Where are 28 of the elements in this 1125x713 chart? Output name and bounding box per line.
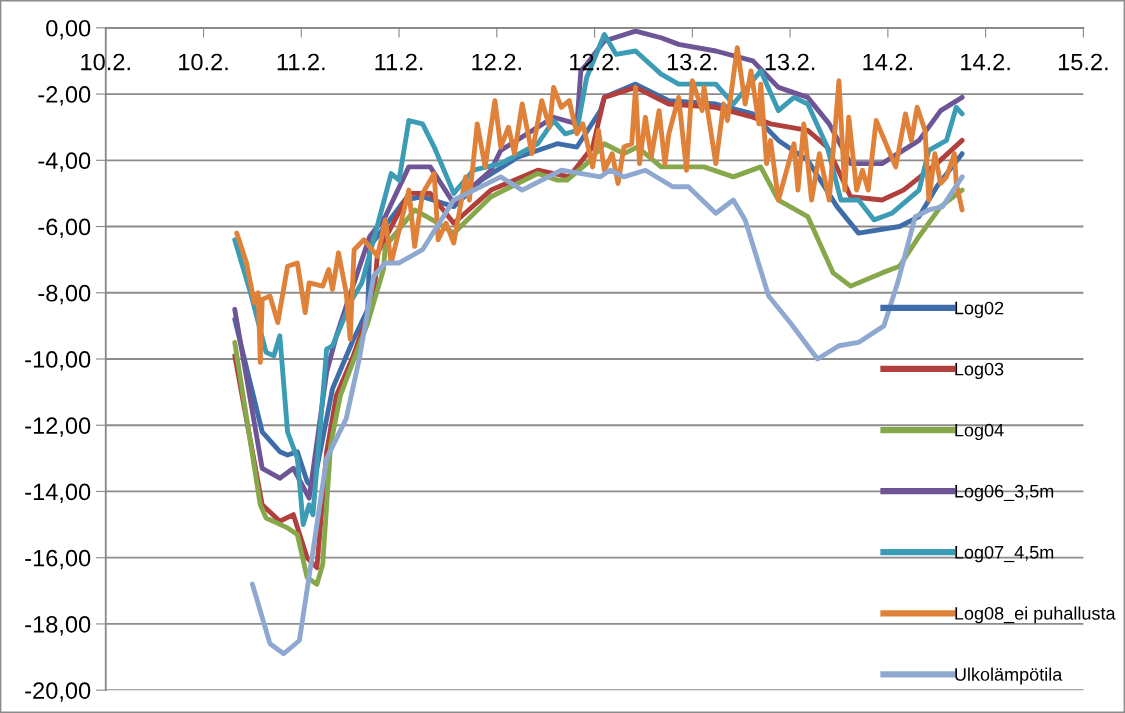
legend-label: Log06_3,5m: [955, 484, 1054, 502]
legend-label: Log07_4,5m: [955, 545, 1054, 563]
y-tick-label: -12,00: [25, 417, 91, 437]
x-tick-label: 13.2.: [667, 53, 717, 71]
x-tick-label: 12.2.: [472, 53, 521, 71]
x-tick-label: 14.2.: [863, 53, 912, 71]
x-tick-label: 13.2.: [765, 53, 815, 71]
y-tick-label: -6,00: [38, 218, 91, 239]
x-tick-label: 14.2.: [961, 53, 1010, 71]
x-tick-label: 10.2.: [81, 53, 130, 71]
y-tick-label: -20,00: [25, 682, 91, 702]
legend-label: Ulkolämpötila: [955, 667, 1063, 685]
y-tick-label: -4,00: [38, 152, 91, 172]
legend-label: Log08_ei puhallusta: [955, 606, 1116, 624]
y-tick-label: 0,00: [46, 19, 91, 40]
legend-label: Log04: [955, 423, 1004, 441]
x-tick-label: 10.2.: [179, 53, 228, 71]
x-tick-label: 11.2.: [277, 53, 325, 71]
y-tick-label: -10,00: [25, 351, 91, 371]
legend-label: Log03: [955, 362, 1004, 380]
y-tick-label: -2,00: [38, 86, 91, 106]
x-tick-label: 15.2.: [1058, 53, 1108, 71]
x-tick-label: 11.2.: [375, 53, 423, 71]
legend-label: Log02: [955, 301, 1004, 318]
y-tick-label: -14,00: [25, 483, 91, 504]
y-tick-label: -8,00: [38, 284, 91, 305]
y-tick-label: -16,00: [25, 549, 91, 570]
y-tick-label: -18,00: [25, 616, 91, 636]
